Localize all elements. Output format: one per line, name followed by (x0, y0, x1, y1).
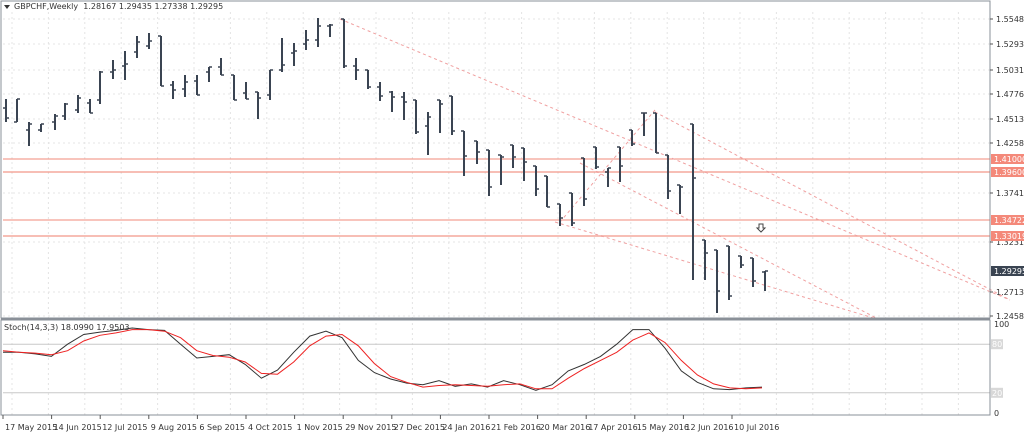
indicator-header: Stoch(14,3,3) 18.0990 17.9503 (4, 323, 130, 332)
svg-text:4 Oct 2015: 4 Oct 2015 (248, 423, 292, 432)
svg-text:1.37410: 1.37410 (996, 189, 1024, 198)
svg-text:1.41000: 1.41000 (994, 155, 1024, 164)
dropdown-triangle-icon[interactable] (4, 4, 10, 9)
svg-text:1.33019: 1.33019 (994, 232, 1024, 241)
svg-text:1.55485: 1.55485 (996, 15, 1024, 24)
svg-text:1.29295: 1.29295 (994, 267, 1024, 276)
svg-text:21 Feb 2016: 21 Feb 2016 (491, 423, 541, 432)
stochastic-indicator (2, 327, 990, 394)
svg-text:1 Nov 2015: 1 Nov 2015 (297, 423, 343, 432)
svg-text:1.52935: 1.52935 (996, 40, 1024, 49)
svg-text:1.45135: 1.45135 (996, 115, 1024, 124)
axes: 1.55485 1.52935 1.50310 1.47760 1.45135 1.425… (0, 0, 1024, 432)
svg-text:1.39600: 1.39600 (994, 168, 1024, 177)
svg-text:12 Jun 2016: 12 Jun 2016 (685, 423, 733, 432)
svg-text:1.47760: 1.47760 (996, 90, 1024, 99)
svg-text:15 May 2016: 15 May 2016 (637, 423, 689, 432)
svg-text:24 Jan 2016: 24 Jan 2016 (442, 423, 490, 432)
svg-text:1.34722: 1.34722 (994, 216, 1024, 225)
svg-text:1.42585: 1.42585 (996, 139, 1024, 148)
svg-text:10 Jul 2016: 10 Jul 2016 (734, 423, 779, 432)
chart-header: GBPCHF,Weekly 1.28167 1.29435 1.27338 1.… (4, 2, 223, 11)
svg-text:80: 80 (992, 340, 1002, 349)
channel-lines (339, 18, 1011, 321)
svg-text:29 Nov 2015: 29 Nov 2015 (345, 423, 396, 432)
symbol-label: GBPCHF,Weekly (14, 2, 79, 11)
horizontal-levels (3, 158, 990, 237)
svg-text:17 Apr 2016: 17 Apr 2016 (588, 423, 637, 432)
svg-text:1.24585: 1.24585 (996, 312, 1024, 321)
svg-text:1.32310: 1.32310 (996, 238, 1024, 247)
svg-text:20: 20 (992, 389, 1002, 398)
svg-text:6 Sep 2015: 6 Sep 2015 (199, 423, 245, 432)
svg-text:14 Jun 2015: 14 Jun 2015 (54, 423, 102, 432)
svg-text:1.27135: 1.27135 (996, 288, 1024, 297)
ohlc-bars (3, 18, 768, 313)
svg-text:12 Jul 2015: 12 Jul 2015 (102, 423, 147, 432)
svg-text:100: 100 (994, 320, 1009, 329)
svg-text:17 May 2015: 17 May 2015 (5, 423, 57, 432)
ohlc-values: 1.28167 1.29435 1.27338 1.29295 (83, 2, 224, 11)
svg-text:20 Mar 2016: 20 Mar 2016 (540, 423, 591, 432)
svg-text:1.50310: 1.50310 (996, 66, 1024, 75)
svg-text:27 Dec 2015: 27 Dec 2015 (394, 423, 445, 432)
grid (3, 12, 990, 415)
svg-text:9 Aug 2015: 9 Aug 2015 (151, 423, 197, 432)
svg-text:0: 0 (994, 409, 999, 418)
down-arrow-icon[interactable] (755, 223, 767, 233)
